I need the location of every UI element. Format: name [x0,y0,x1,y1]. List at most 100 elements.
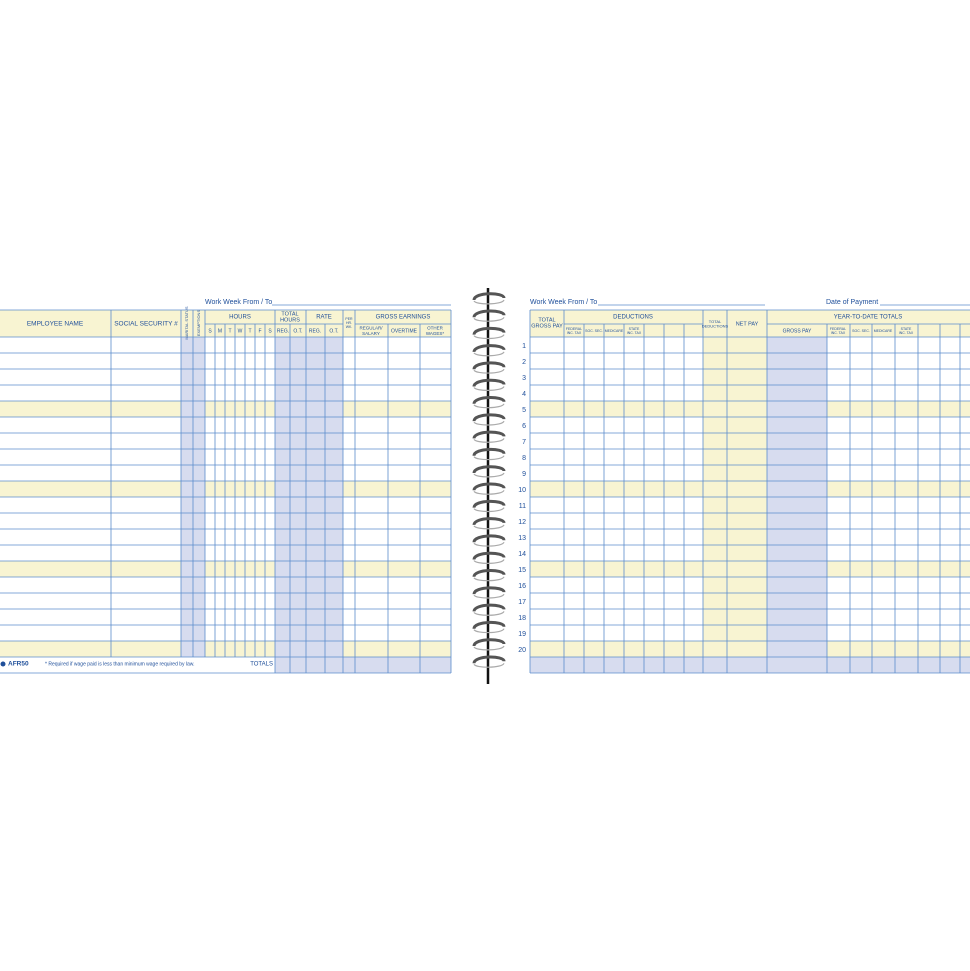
binding-loop-shadow [473,507,505,513]
column-header: INC. TAX [627,331,642,335]
binding-loop [472,344,506,353]
binding-loop-shadow [473,541,505,547]
day-header: T [228,328,231,334]
binding-loop [472,569,506,578]
row-number: 3 [522,375,526,382]
column-header: OTHER [427,326,444,331]
column-header: EXEMPTIONS [196,310,201,337]
row-number: 14 [518,551,526,558]
day-header: M [218,328,222,334]
column-header: NET PAY [736,321,759,327]
binding-loop-shadow [473,489,505,495]
binding-loop-shadow [473,368,505,374]
binding-loop-shadow [473,420,505,426]
row-number: 9 [522,471,526,478]
footer-band [530,657,970,673]
row-number: 10 [518,487,526,494]
row-number: 13 [518,535,526,542]
column-header: RATE [316,315,332,321]
column-header: INC. TAX [899,331,914,335]
row-number: 12 [518,519,526,526]
row-number: 18 [518,615,526,622]
binding-loop [472,499,506,509]
footer-note: * Required if wage paid is less than min… [45,661,195,667]
column-header: WAGES* [426,331,445,336]
column-header: HOURS [229,315,251,321]
binding-loop-shadow [473,386,505,391]
column-header: REG. [309,328,321,334]
binding-loop [472,586,506,595]
column-header: MEDICARE [874,329,893,333]
column-header: FEDERAL [566,327,582,331]
column-header: YEAR-TO-DATE TOTALS [834,315,902,321]
binding-loop [472,361,506,370]
column-header: HOURS [280,318,300,324]
column-header: O.T. [329,328,338,334]
column-header: SOCIAL SECURITY # [114,321,178,328]
binding-loop-shadow [473,559,505,564]
binding-loop [472,638,506,647]
column-header: SALARY [362,331,380,336]
row-number: 8 [522,455,526,462]
row-number: 2 [522,359,526,366]
binding-loop-shadow [473,645,505,651]
column-header: STATE [629,327,640,331]
binding-loop [472,655,506,664]
form-code: AFR50 [8,661,29,668]
week-label: Work Week From / To [530,299,597,306]
column-header: REG. [277,328,289,334]
row-number: 20 [518,647,526,654]
binding-loop [472,326,506,336]
binding-loop [472,413,506,422]
binding-loop [472,465,506,474]
binding-loop-shadow [473,334,505,340]
header-band [0,310,451,337]
week-label: Work Week From / To [205,299,272,306]
binding-loop [472,447,506,457]
row-band [0,401,451,417]
row-band [0,561,451,577]
binding-loop-shadow [473,316,505,322]
column-header: STATE [901,327,912,331]
day-header: T [248,328,251,334]
row-number: 11 [519,503,526,510]
column-header: PER [345,317,353,321]
footer-band [275,657,451,673]
row-number: 4 [522,391,526,398]
column-header: REGULAR/ [359,326,383,331]
binding-loop-shadow [473,610,505,616]
binding-loop-shadow [473,351,505,357]
column-header: DEDUCTIONS [613,315,653,321]
column-header: SOC. SEC. [585,329,603,333]
column-header: EMPLOYEE NAME [27,321,84,328]
column-header: SOC. SEC. [852,329,870,333]
row-number: 16 [518,583,526,590]
column-header: HR. [346,321,352,325]
binding-loop [472,292,506,301]
column-header: O.T. [293,328,302,334]
date-label: Date of Payment [826,299,878,306]
binding-loop [472,534,506,543]
row-number: 19 [518,631,526,638]
row-number: 6 [522,423,526,430]
column-header: TOTAL [281,311,298,317]
binding-loop [472,430,506,440]
binding-loop-shadow [473,455,505,461]
binding-loop-shadow [473,299,505,305]
form-dot [0,661,6,667]
day-header: S [208,328,212,334]
row-number: 7 [522,439,526,446]
day-header: W [238,328,243,334]
binding-loop [472,517,506,526]
column-header: WK. [346,325,353,329]
day-header: F [258,328,261,334]
column-header: GROSS PAY [531,324,563,330]
binding-loop-shadow [473,628,505,634]
binding-loop-shadow [473,593,505,599]
column-header: GROSS EARNINGS [376,315,431,321]
row-number: 17 [518,599,526,606]
binding-loop-shadow [473,403,505,409]
binding-loop [472,309,506,318]
column-header: FEDERAL [830,327,846,331]
